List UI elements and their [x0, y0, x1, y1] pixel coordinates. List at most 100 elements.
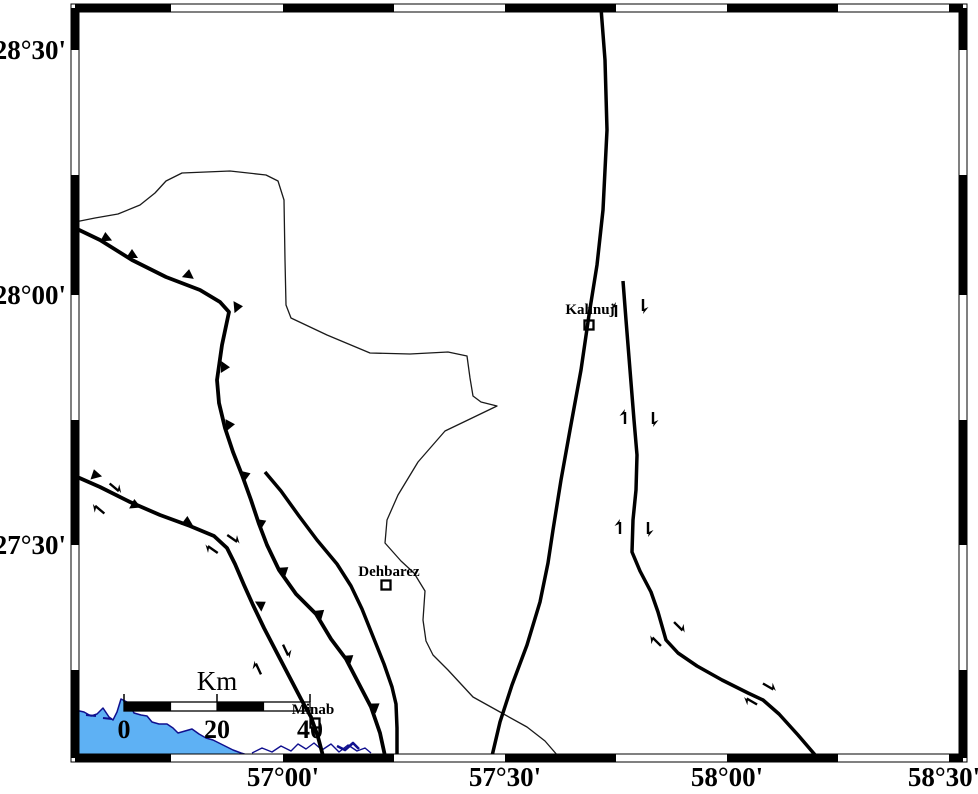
- thrust-tooth: [277, 567, 289, 578]
- frame-segment: [283, 4, 394, 12]
- frame-segment: [959, 8, 967, 50]
- fault-east-strikeslip: [621, 280, 817, 754]
- frame-segment: [505, 754, 616, 762]
- river-trace: [75, 170, 558, 754]
- frame-outline: [70, 3, 80, 763]
- strike-slip-arrow: [252, 660, 263, 675]
- arrow-stem: [94, 504, 106, 515]
- frame-segment: [949, 4, 963, 12]
- thrust-tooth: [255, 518, 267, 530]
- frame-segment: [75, 754, 171, 762]
- strike-slip-arrow: [650, 635, 662, 647]
- frame-segment: [959, 175, 967, 295]
- city-marker: [380, 579, 392, 591]
- frame-segment: [505, 4, 616, 12]
- longitude-label: 58°00': [691, 762, 763, 792]
- scale-bar-segment: [217, 702, 264, 711]
- arrow-stem: [281, 644, 290, 657]
- longitude-label: 58°30': [908, 762, 978, 792]
- frame-band-left: [71, 4, 79, 762]
- arrow-barb: [92, 503, 97, 513]
- strike-slip-arrow: [673, 621, 685, 633]
- strike-slip-arrow: [641, 299, 649, 314]
- frame-segment: [727, 754, 838, 762]
- arrow-barb: [619, 409, 625, 416]
- scale-bar-segment: [124, 702, 171, 711]
- arrow-stem: [651, 636, 662, 647]
- thrust-tooth: [233, 301, 243, 314]
- coastline-squiggle: [251, 742, 372, 754]
- map-frame: [70, 3, 968, 763]
- arrow-stem: [254, 662, 263, 675]
- frame-segment: [71, 175, 79, 295]
- arrow-stem: [673, 621, 684, 632]
- strike-slip-arrow: [619, 409, 627, 424]
- strike-slip-arrow: [281, 644, 292, 659]
- thrust-tooth: [126, 249, 138, 258]
- thrust-tooth: [90, 469, 103, 480]
- coastline-squiggle: [336, 741, 360, 752]
- latitude-label: 28°00': [0, 280, 66, 310]
- strike-slip-arrow: [651, 412, 659, 427]
- sea-polygon: [75, 698, 247, 754]
- arrow-barb: [643, 307, 649, 314]
- scale-bar-title: Km: [197, 666, 238, 696]
- thrust-tooth: [368, 703, 380, 714]
- arrow-barb: [648, 530, 654, 537]
- thrust-tooth: [342, 655, 354, 666]
- frame-segment: [949, 754, 963, 762]
- fault-west-thrust: [75, 226, 387, 754]
- arrow-barb: [288, 649, 292, 659]
- arrow-stem: [207, 545, 219, 554]
- strike-slip-arrow: [108, 482, 122, 494]
- frame-segment: [71, 420, 79, 545]
- frame-outline: [958, 3, 968, 763]
- frame-band-right: [959, 4, 967, 762]
- thrust-tooth: [180, 516, 193, 526]
- longitude-label: 57°30': [469, 762, 541, 792]
- thrust-tooth: [100, 232, 113, 242]
- thrust-tooth: [313, 609, 325, 621]
- strike-slip-arrow: [762, 682, 776, 691]
- arrow-stem: [762, 682, 774, 691]
- strike-slip-arrow: [205, 544, 219, 554]
- thrust-tooth: [220, 360, 230, 373]
- longitude-label: 57°00': [247, 762, 319, 792]
- strike-slip-arrow: [744, 697, 758, 706]
- arrow-barb: [744, 697, 748, 706]
- city-dehbarez: Dehbarez: [358, 564, 420, 591]
- fault-trace: [490, 8, 609, 754]
- arrow-barb: [117, 484, 122, 494]
- sea-area: [75, 698, 372, 754]
- arrow-stem: [108, 482, 120, 493]
- arrow-barb: [653, 420, 659, 427]
- city-label: Minab: [292, 702, 335, 718]
- sea-dash: [102, 717, 113, 720]
- arrow-barb: [610, 302, 616, 309]
- frame-segment: [71, 8, 79, 50]
- strike-slip-arrow: [614, 519, 622, 534]
- fault-southwest-thrust: [75, 469, 325, 754]
- axis-annotations: 28°30' 28°00' 27°30' 57°00' 57°30' 58°00' 58°3…: [0, 35, 978, 792]
- arrow-stem: [746, 697, 758, 706]
- strike-slip-arrow: [92, 503, 106, 515]
- strike-slip-arrow: [646, 522, 654, 537]
- strike-slip-arrow: [226, 534, 240, 544]
- fault-trace: [621, 280, 817, 754]
- thrust-tooth: [240, 470, 251, 482]
- latitude-label: 28°30': [0, 35, 66, 65]
- frame-segment: [75, 4, 171, 12]
- scale-bar-number: 0: [118, 715, 131, 744]
- arrow-barb: [252, 660, 256, 670]
- arrow-barb: [650, 635, 654, 645]
- scale-bar-number: 20: [204, 715, 230, 744]
- thrust-tooth: [129, 499, 142, 509]
- fault-kahnuj-main: [490, 8, 609, 754]
- fault-trace: [263, 470, 399, 754]
- arrow-barb: [681, 623, 685, 633]
- arrow-stem: [226, 534, 238, 543]
- arrow-barb: [205, 544, 209, 553]
